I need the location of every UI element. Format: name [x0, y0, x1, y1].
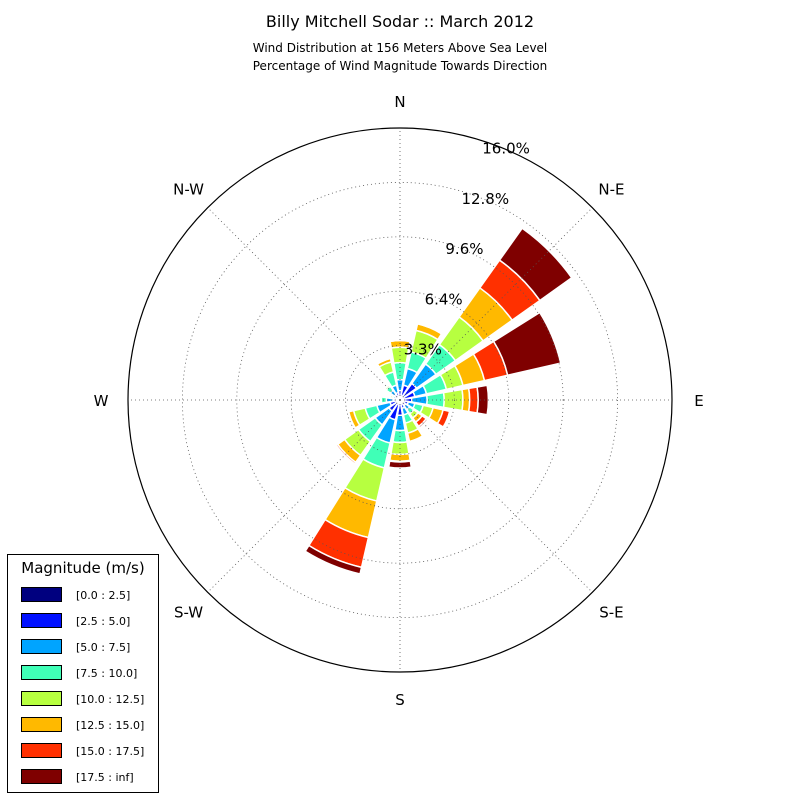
radial-tick-label: 9.6%	[445, 240, 483, 258]
direction-label: N-E	[598, 181, 624, 199]
legend-label: [15.0 : 17.5]	[76, 745, 145, 758]
legend-label: [7.5 : 10.0]	[76, 667, 138, 680]
radial-tick-label: 6.4%	[425, 290, 463, 308]
wind-bar-segment	[335, 443, 357, 465]
polar-grid-circle	[345, 345, 455, 455]
polar-grid-spoke	[399, 207, 593, 401]
legend: Magnitude (m/s) [0.0 : 2.5] [2.5 : 5.0] [5…	[7, 554, 159, 793]
polar-grid-circle	[181, 181, 619, 619]
legend-label: [5.0 : 7.5]	[76, 641, 131, 654]
legend-label: [12.5 : 15.0]	[76, 719, 145, 732]
chart-subtitle: Wind Distribution at 156 Meters Above Se…	[252, 41, 548, 55]
polar-grid-circle	[236, 236, 564, 564]
legend-swatch	[21, 613, 62, 628]
wind-bar-segment	[346, 410, 357, 430]
legend-swatch	[21, 665, 62, 680]
polar-grid	[127, 127, 673, 673]
legend-swatch	[21, 717, 62, 732]
legend-item: [0.0 : 2.5]	[21, 587, 156, 603]
direction-label: S-W	[174, 603, 203, 621]
wind-bar-segment	[492, 311, 562, 377]
legend-item: [12.5 : 15.0]	[21, 717, 156, 733]
wind-bar-segment	[498, 227, 573, 302]
legend-item: [10.0 : 12.5]	[21, 691, 156, 707]
legend-item: [17.5 : inf]	[21, 769, 156, 785]
chart-subtitle-secondary: Percentage of Wind Magnitude Towards Dir…	[252, 59, 548, 73]
legend-item: [15.0 : 17.5]	[21, 743, 156, 759]
direction-label: W	[94, 392, 109, 410]
polar-outer-circle	[127, 127, 673, 673]
wind-bar-segment	[379, 395, 383, 405]
wind-bar-segment	[416, 322, 443, 335]
direction-label: S	[395, 691, 405, 709]
radial-tick-label: 12.8%	[461, 190, 509, 208]
wind-bar-segment	[389, 338, 411, 343]
legend-title: Magnitude (m/s)	[21, 559, 145, 577]
legend-item: [5.0 : 7.5]	[21, 639, 156, 655]
polar-grid-spoke	[399, 399, 593, 593]
direction-label: N	[394, 93, 405, 111]
legend-swatch	[21, 691, 62, 706]
wind-bar-segment	[383, 383, 392, 392]
legend-label: [0.0 : 2.5]	[76, 589, 131, 602]
wind-bar-segment	[476, 384, 490, 416]
wind-rose-bars	[304, 227, 573, 575]
polar-labels: N N-E E S-E S S-W W N-W 3.3% 6.4% 9.6% 12.8% 16.0%	[94, 93, 704, 709]
direction-label: N-W	[173, 181, 204, 199]
legend-swatch	[21, 639, 62, 654]
chart-title: Billy Mitchell Sodar :: March 2012	[265, 12, 535, 31]
direction-label: E	[694, 392, 703, 410]
wind-bar-segment	[442, 410, 452, 429]
wind-bar-segment	[376, 357, 393, 368]
radial-tick-label: 16.0%	[482, 140, 530, 158]
legend-label: [2.5 : 5.0]	[76, 615, 131, 628]
direction-label: S-E	[599, 603, 623, 621]
polar-grid-spoke	[207, 399, 401, 593]
wind-bar-segment	[304, 544, 363, 575]
wind-bar-segment	[425, 391, 445, 409]
legend-item: [2.5 : 5.0]	[21, 613, 156, 629]
radial-tick-label: 3.3%	[404, 341, 442, 359]
legend-swatch	[21, 587, 62, 602]
legend-swatch	[21, 769, 62, 784]
wind-bar-segment	[408, 434, 425, 444]
polar-grid-spoke	[207, 207, 401, 401]
legend-label: [17.5 : inf]	[76, 771, 134, 784]
legend-swatch	[21, 743, 62, 758]
legend-item: [7.5 : 10.0]	[21, 665, 156, 681]
legend-label: [10.0 : 12.5]	[76, 693, 145, 706]
